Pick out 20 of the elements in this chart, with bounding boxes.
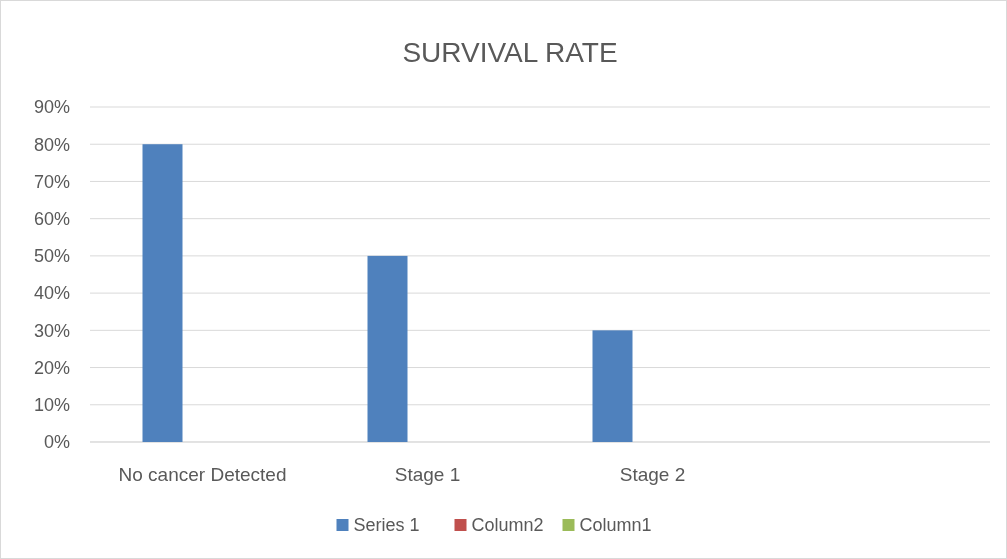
y-tick-label: 70%: [33, 171, 70, 192]
y-tick-label: 60%: [33, 208, 70, 229]
legend-label: Column2: [471, 515, 544, 536]
y-tick-label: 90%: [33, 97, 70, 118]
y-tick-label: 40%: [33, 283, 70, 304]
bar: [592, 330, 633, 442]
bar: [367, 255, 408, 442]
y-tick-label: 30%: [33, 320, 70, 341]
x-tick-label: Stage 2: [619, 464, 686, 485]
chart-title: SURVIVAL RATE: [402, 37, 618, 68]
legend-label: Column1: [579, 515, 652, 536]
legend-label: Series 1: [353, 515, 420, 536]
x-tick-label: Stage 1: [394, 464, 461, 485]
y-tick-label: 50%: [33, 246, 70, 267]
y-tick-label: 10%: [33, 395, 70, 416]
x-tick-label: No cancer Detected: [118, 464, 287, 485]
y-tick-label: 80%: [33, 134, 70, 155]
bar: [142, 144, 183, 442]
y-tick-label: 20%: [33, 357, 70, 378]
y-tick-label: 0%: [43, 432, 70, 453]
